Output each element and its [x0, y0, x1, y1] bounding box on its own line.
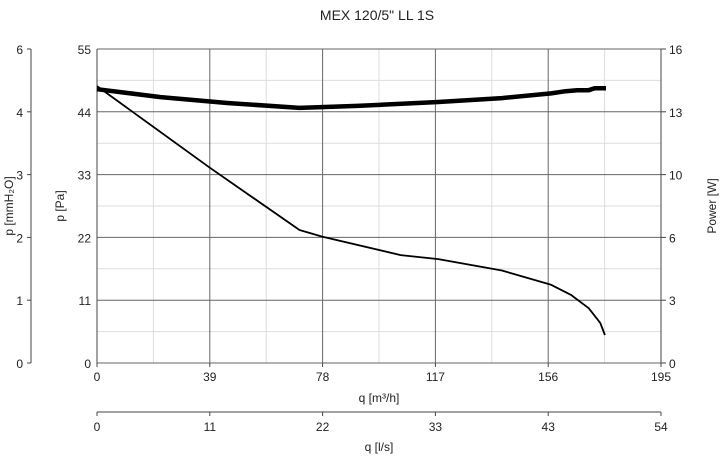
grid	[97, 49, 661, 363]
x2-tick-label: 54	[654, 420, 668, 434]
y-tick-label: 44	[78, 106, 92, 120]
chart-title: MEX 120/5" LL 1S	[320, 7, 434, 23]
x-tick-label: 156	[538, 370, 558, 384]
y2-tick-label: 13	[669, 106, 683, 120]
x2-tick-label: 0	[94, 420, 101, 434]
x-tick-label: 117	[426, 370, 445, 384]
y-mm-tick-label: 3	[16, 169, 23, 183]
y-mm-axis-label: p [mmH₂O]	[2, 176, 16, 235]
y2-tick-label: 6	[669, 231, 676, 245]
x-axis-label: q [m³/h]	[359, 391, 400, 405]
y2-tick-label: 16	[669, 43, 683, 57]
y2-axis-label: Power [W]	[705, 178, 719, 233]
y-mm-tick-label: 2	[16, 231, 23, 245]
x-tick-label: 195	[651, 370, 671, 384]
power-curve	[97, 88, 606, 108]
y-tick-label: 22	[78, 231, 92, 245]
pressure-curve	[97, 86, 605, 335]
x-tick-label: 0	[94, 370, 101, 384]
y-mm-tick-label: 0	[16, 357, 23, 371]
y-mm-tick-label: 4	[16, 106, 23, 120]
y-tick-label: 55	[78, 43, 92, 57]
x2-tick-label: 43	[542, 420, 556, 434]
x2-tick-label: 22	[316, 420, 330, 434]
series	[97, 86, 606, 335]
y-tick-label: 0	[84, 357, 91, 371]
x2-axis-label: q [l/s]	[365, 440, 394, 454]
x-tick-label: 78	[316, 370, 330, 384]
x-tick-label: 39	[203, 370, 217, 384]
y-tick-label: 33	[78, 169, 92, 183]
y-mm-tick-label: 6	[16, 43, 23, 57]
y-tick-label: 11	[79, 294, 92, 308]
y2-tick-label: 10	[669, 169, 683, 183]
x2-tick-label: 33	[429, 420, 443, 434]
y2-tick-label: 0	[669, 357, 676, 371]
y2-tick-label: 3	[669, 294, 676, 308]
y-axis-label: p [Pa]	[53, 190, 67, 221]
y-mm-tick-label: 1	[16, 294, 23, 308]
x2-tick-label: 11	[204, 420, 217, 434]
